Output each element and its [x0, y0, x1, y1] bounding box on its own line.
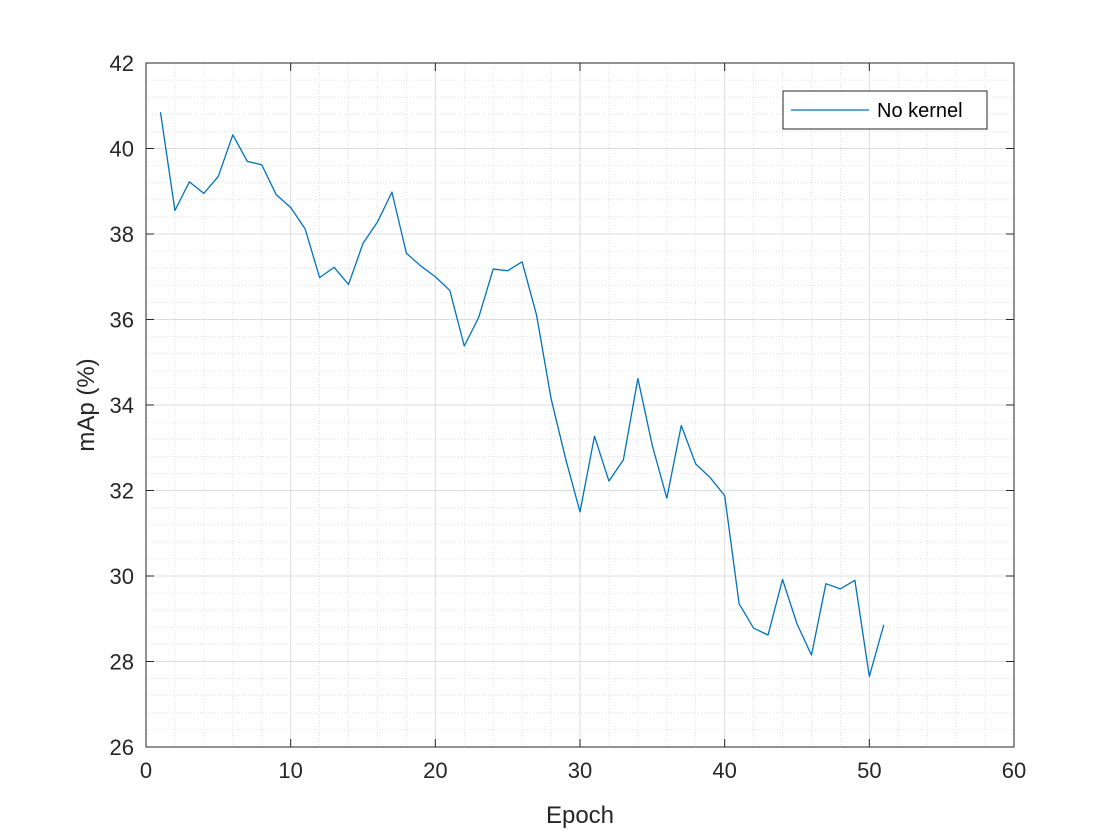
x-tick-label: 40 [712, 758, 736, 783]
x-tick-label: 20 [423, 758, 447, 783]
series-line [159, 112, 885, 678]
legend-label: No kernel [877, 100, 963, 122]
y-tick-label: 32 [110, 479, 134, 504]
y-tick-label: 36 [110, 308, 134, 333]
y-tick-label: 42 [110, 51, 134, 76]
y-tick-label: 28 [110, 650, 134, 675]
y-axis-title: mAp (%) [73, 358, 100, 451]
x-tick-label: 10 [278, 758, 302, 783]
y-tick-label: 26 [110, 735, 134, 760]
x-tick-label: 30 [568, 758, 592, 783]
x-tick-label: 0 [140, 758, 152, 783]
y-axis: 26 28 30 32 34 36 38 40 42 [110, 51, 1014, 760]
x-tick-label: 50 [857, 758, 881, 783]
y-tick-label: 34 [110, 393, 134, 418]
x-axis-title: Epoch [546, 802, 614, 829]
series-layer [159, 112, 885, 678]
y-tick-label: 40 [110, 137, 134, 162]
x-tick-label: 60 [1002, 758, 1026, 783]
legend: No kernel [782, 90, 988, 130]
y-tick-label: 30 [110, 564, 134, 589]
y-tick-label: 38 [110, 222, 134, 247]
x-axis: 0 10 20 30 40 50 60 [140, 63, 1026, 783]
